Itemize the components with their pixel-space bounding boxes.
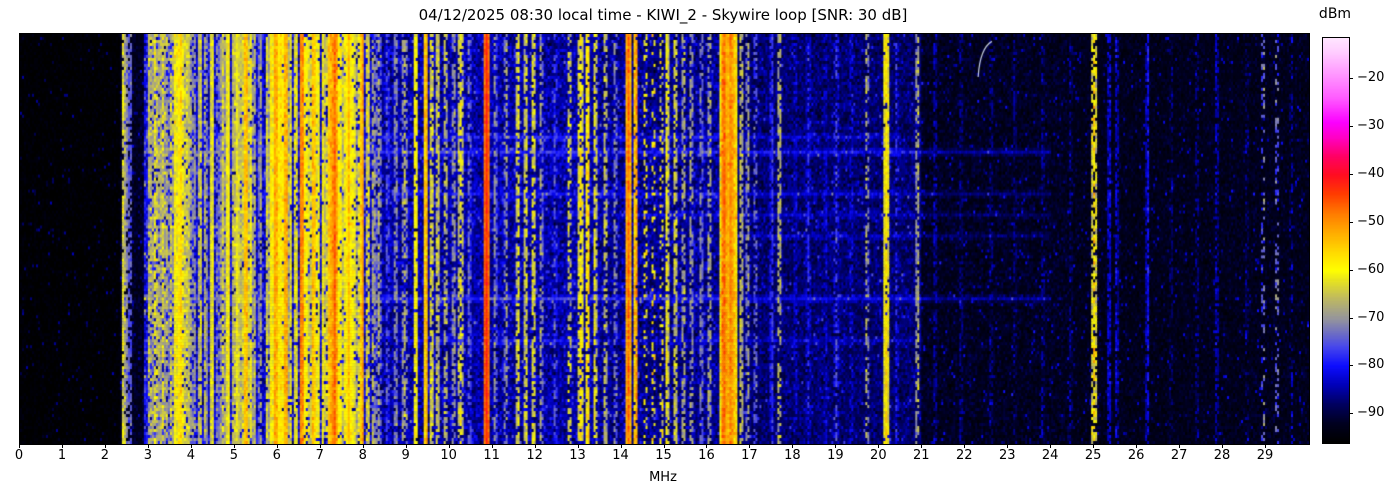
x-tick-label: 14 (612, 448, 629, 463)
x-tick-label: 19 (827, 448, 844, 463)
x-tick-label: 2 (100, 448, 110, 463)
x-tick-label: 26 (1127, 448, 1145, 463)
x-tick-mark (749, 444, 751, 448)
x-tick-label: 0 (14, 448, 24, 463)
x-tick-label: 16 (698, 448, 715, 463)
x-tick-label: 15 (655, 448, 672, 463)
x-tick-mark (104, 444, 106, 448)
x-tick-label: 6 (272, 448, 281, 463)
colorbar-tick-mark (1349, 126, 1353, 128)
colorbar-tick-label: −80 (1357, 357, 1385, 373)
colorbar-tick-label: −90 (1357, 405, 1385, 421)
x-tick-label: 24 (1041, 448, 1059, 463)
x-tick-mark (577, 444, 579, 448)
colorbar-tick-mark (1349, 269, 1353, 271)
colorbar-tick-mark (1349, 173, 1353, 175)
colorbar-tick-mark (1349, 78, 1353, 80)
x-tick-mark (921, 444, 923, 448)
x-tick-mark (663, 444, 665, 448)
x-tick-mark (276, 444, 278, 448)
colorbar-tick-mark (1349, 413, 1353, 415)
colorbar-tick-label: −70 (1357, 309, 1385, 325)
x-tick-label: 28 (1213, 448, 1231, 463)
x-tick-label: 11 (483, 448, 500, 463)
x-tick-mark (620, 444, 622, 448)
x-tick-label: 21 (913, 448, 930, 463)
colorbar-tick-label: −30 (1357, 118, 1385, 134)
x-tick-label: 7 (315, 448, 324, 463)
x-tick-mark (1136, 444, 1138, 448)
x-tick-mark (1265, 444, 1267, 448)
colorbar-tick-mark (1349, 221, 1353, 223)
x-tick-label: 18 (784, 448, 801, 463)
x-tick-mark (534, 444, 536, 448)
colorbar-tick-label: −60 (1357, 261, 1385, 277)
x-tick-label: 23 (998, 448, 1016, 463)
x-tick-label: 4 (186, 448, 195, 463)
x-tick-label: 10 (440, 448, 457, 463)
chart-title: 04/12/2025 08:30 local time - KIWI_2 - S… (418, 6, 908, 24)
colorbar-tick-label: −20 (1357, 70, 1385, 86)
x-tick-mark (964, 444, 966, 448)
x-tick-label: 1 (57, 448, 67, 463)
x-tick-mark (1222, 444, 1224, 448)
colorbar-tick-label: −40 (1357, 165, 1385, 181)
x-tick-label: 13 (569, 448, 586, 463)
x-tick-label: 8 (358, 448, 367, 463)
x-tick-label: 27 (1170, 448, 1188, 463)
x-tick-mark (491, 444, 493, 448)
x-tick-label: 3 (143, 448, 153, 463)
x-tick-label: 29 (1256, 448, 1274, 463)
x-tick-label: 25 (1084, 448, 1102, 463)
colorbar (1322, 37, 1350, 444)
x-axis-label: MHz (649, 470, 677, 485)
colorbar-tick-label: −50 (1357, 213, 1385, 229)
colorbar-gradient-canvas (1323, 38, 1349, 443)
spectrogram-canvas (20, 34, 1309, 444)
colorbar-unit-label: dBm (1318, 6, 1352, 22)
x-tick-mark (1007, 444, 1009, 448)
x-tick-label: 9 (401, 448, 410, 463)
x-tick-label: 5 (229, 448, 238, 463)
colorbar-tick-mark (1349, 365, 1353, 367)
x-tick-mark (61, 444, 63, 448)
x-tick-mark (19, 444, 20, 448)
spectrogram-plot-area (19, 33, 1310, 445)
x-tick-mark (448, 444, 450, 448)
x-tick-label: 12 (526, 448, 543, 463)
x-tick-mark (1179, 444, 1181, 448)
x-tick-mark (878, 444, 880, 448)
x-tick-mark (362, 444, 364, 448)
x-tick-label: 20 (870, 448, 887, 463)
x-tick-mark (319, 444, 321, 448)
x-tick-mark (405, 444, 407, 448)
x-tick-mark (1050, 444, 1052, 448)
x-tick-label: 17 (741, 448, 758, 463)
x-tick-label: 22 (955, 448, 973, 463)
x-tick-mark (706, 444, 708, 448)
x-tick-mark (147, 444, 149, 448)
x-tick-mark (233, 444, 235, 448)
x-tick-mark (190, 444, 192, 448)
x-tick-mark (792, 444, 794, 448)
x-tick-mark (835, 444, 837, 448)
colorbar-tick-mark (1349, 317, 1353, 319)
x-tick-mark (1093, 444, 1095, 448)
